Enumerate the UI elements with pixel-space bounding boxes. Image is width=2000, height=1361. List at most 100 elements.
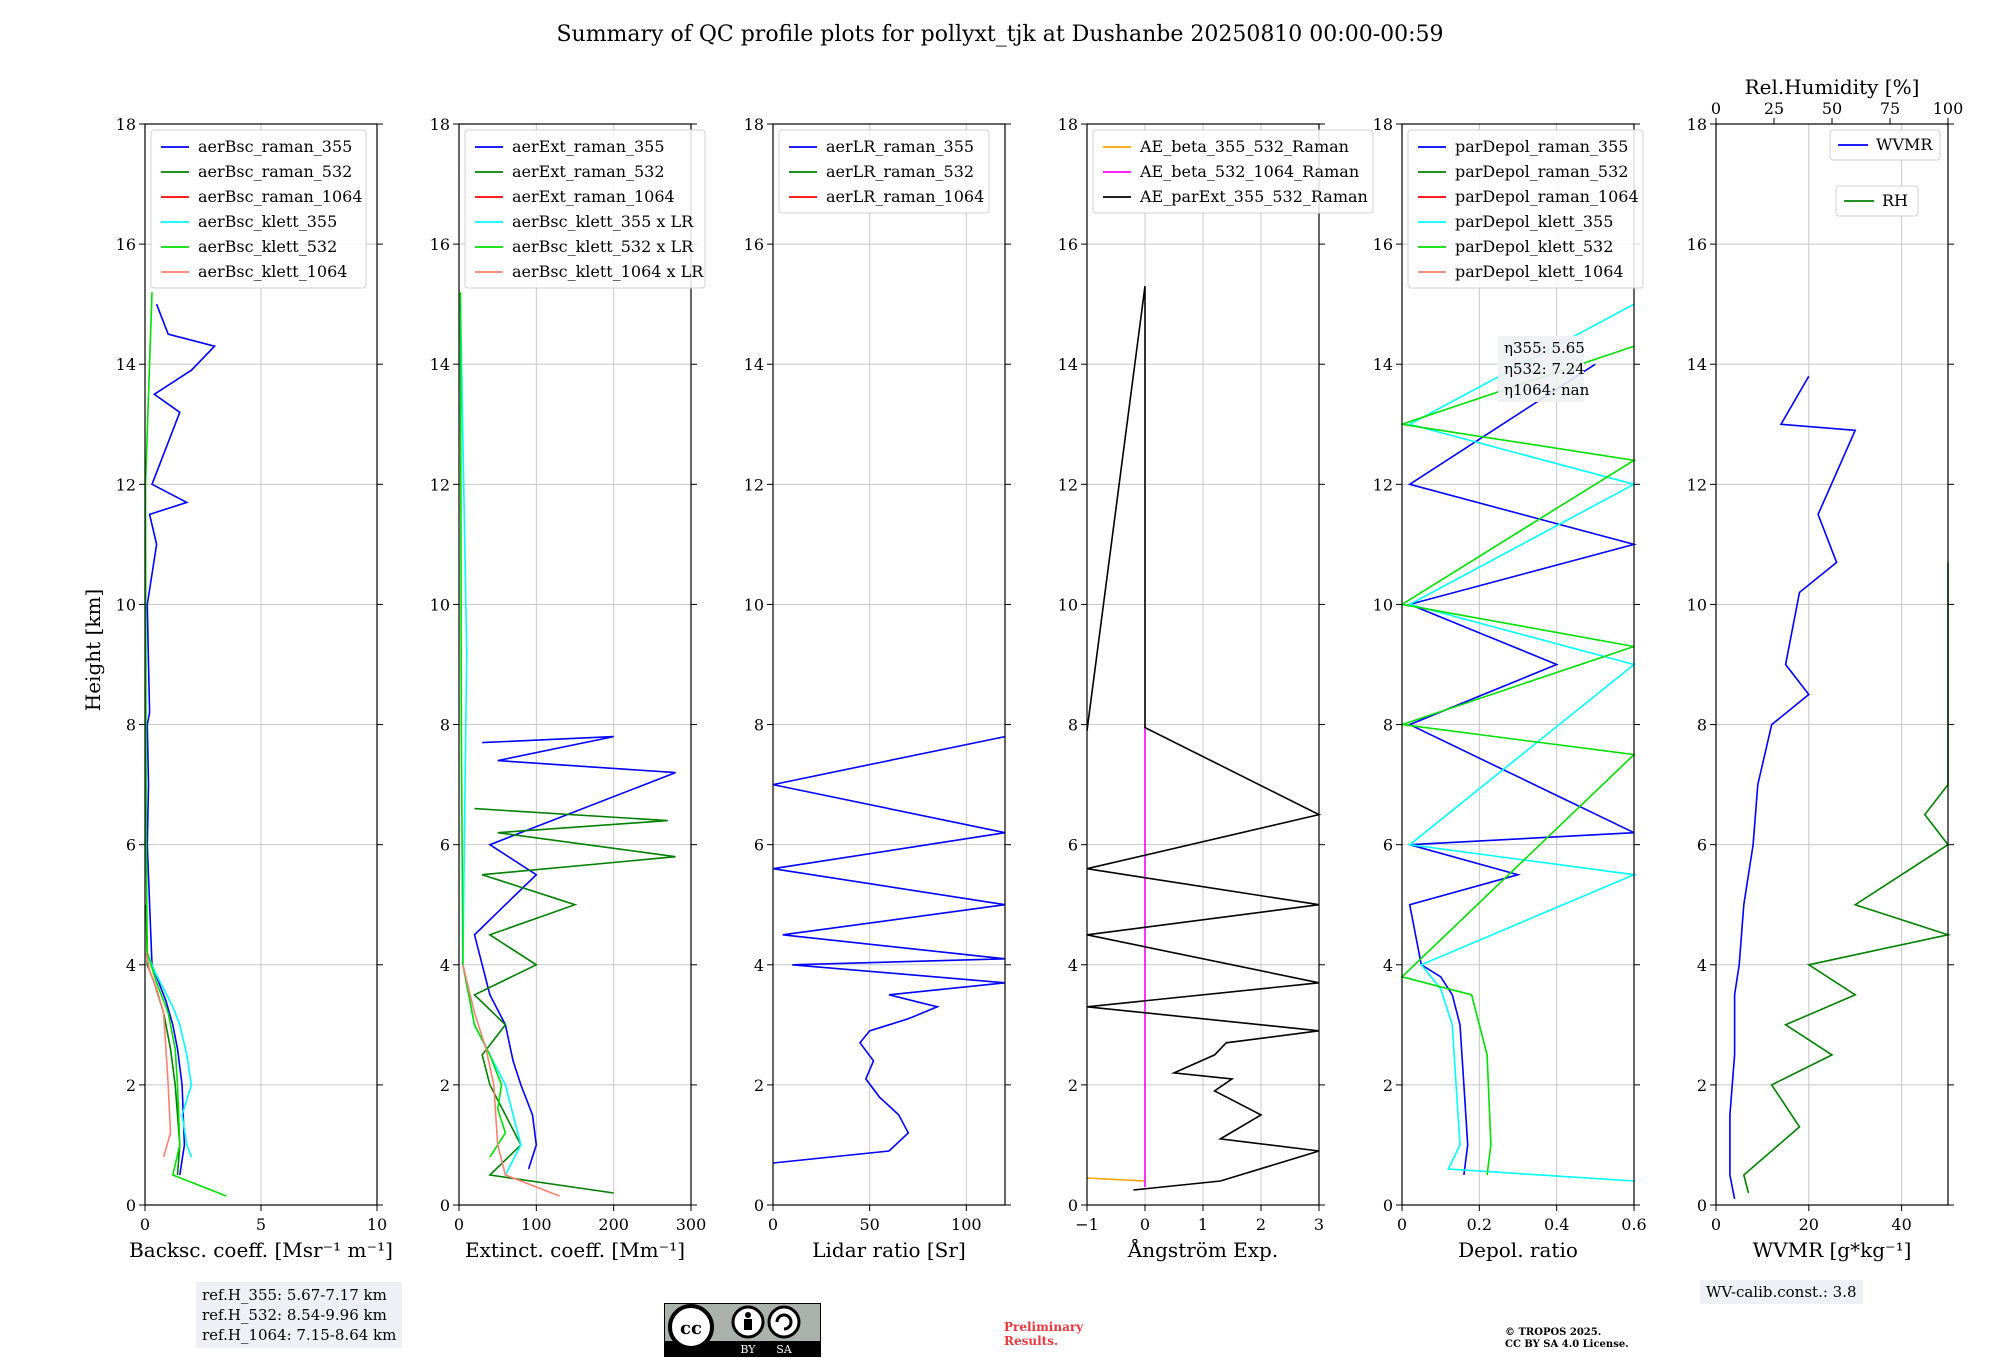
y-tick-label: 12 bbox=[1373, 475, 1393, 494]
x-tick-label: 0 bbox=[1140, 1215, 1150, 1234]
y-tick-label: 14 bbox=[116, 355, 136, 374]
series-line-depol-3 bbox=[1407, 303, 1638, 1182]
preliminary-line-2: Results. bbox=[1004, 1334, 1059, 1348]
eta-box bbox=[1498, 336, 1584, 402]
y-tick-label: 14 bbox=[1058, 355, 1078, 374]
y-tick-label: 2 bbox=[754, 1076, 764, 1095]
legend-label: aerBsc_klett_1064 x LR bbox=[512, 262, 704, 281]
eta-label: η355: 5.65 bbox=[1504, 339, 1585, 357]
legend-label: aerBsc_klett_355 bbox=[198, 212, 337, 231]
x-tick-label: 3 bbox=[1314, 1215, 1324, 1234]
y-tick-label: 8 bbox=[754, 716, 764, 735]
figure-title: Summary of QC profile plots for pollyxt_… bbox=[556, 22, 1444, 47]
series-line-ae-0 bbox=[1086, 1177, 1146, 1182]
x-tick-label: 0 bbox=[768, 1215, 778, 1234]
series-line-ext-4 bbox=[459, 292, 507, 1158]
y-tick-label: 4 bbox=[1697, 956, 1707, 975]
series-line-wv-1 bbox=[1742, 562, 1952, 1194]
x2-tick-label: 25 bbox=[1764, 99, 1784, 118]
x-tick-label: 1 bbox=[1198, 1215, 1208, 1234]
y-tick-label: 18 bbox=[430, 115, 450, 134]
legend-ae: AE_beta_355_532_Raman AE_beta_532_1064_Ra… bbox=[1092, 129, 1374, 214]
x-tick-label: 50 bbox=[859, 1215, 879, 1234]
series-line-wv-0 bbox=[1729, 375, 1857, 1200]
legend-lr: aerLR_raman_355 aerLR_raman_532 aerLR_rama… bbox=[778, 129, 990, 214]
x-tick-label: 20 bbox=[1799, 1215, 1819, 1234]
legend-label: aerBsc_klett_532 x LR bbox=[512, 237, 694, 256]
legend-label: parDepol_klett_355 bbox=[1455, 212, 1613, 231]
y-tick-label: 4 bbox=[440, 956, 450, 975]
axes-frame bbox=[1401, 123, 1635, 1206]
copyright-line-1: © TROPOS 2025. bbox=[1505, 1327, 1602, 1338]
series-line-bsc-0 bbox=[146, 303, 217, 1176]
x-tick-label: 10 bbox=[367, 1215, 387, 1234]
y-tick-label: 4 bbox=[754, 956, 764, 975]
cc-by-label: BY bbox=[740, 1343, 756, 1356]
panel-bsc: 0 2 4 6 8 10 12 14 16 18 0 5 10 Backsc. coeff. [Msr⁻¹… bbox=[116, 115, 393, 1262]
y-tick-label: 18 bbox=[1373, 115, 1393, 134]
y-tick-label: 6 bbox=[440, 836, 450, 855]
legend-label: aerExt_raman_532 bbox=[512, 162, 665, 181]
x-tick-label: 0.2 bbox=[1467, 1215, 1492, 1234]
legend-label: aerBsc_raman_1064 bbox=[198, 187, 363, 206]
x-axis-label-lr: Lidar ratio [Sr] bbox=[812, 1238, 966, 1262]
axes-frame bbox=[458, 123, 692, 1206]
y-tick-label: 0 bbox=[1697, 1196, 1707, 1215]
legend-label: aerLR_raman_1064 bbox=[826, 187, 984, 206]
series-line-ext-1 bbox=[473, 807, 676, 1194]
legend-label: aerBsc_raman_532 bbox=[198, 162, 352, 181]
eta-label: η532: 7.24 bbox=[1504, 360, 1585, 378]
panel-lr: 0 2 4 6 8 10 12 14 16 18 0 50 100 Lidar ratio [Sr] aer… bbox=[744, 115, 1011, 1262]
y-tick-label: 2 bbox=[1697, 1076, 1707, 1095]
series-line-ext-0 bbox=[473, 735, 676, 1170]
x-axis-label-depol: Depol. ratio bbox=[1458, 1238, 1578, 1262]
x-tick-label: 0 bbox=[454, 1215, 464, 1234]
y-tick-label: 2 bbox=[1068, 1076, 1078, 1095]
legend-box bbox=[1092, 129, 1374, 214]
ref-height-532: ref.H_532: 8.54-9.96 km bbox=[202, 1306, 387, 1324]
y-tick-label: 4 bbox=[1383, 956, 1393, 975]
y-tick-label: 12 bbox=[1058, 475, 1078, 494]
legend-label: aerLR_raman_532 bbox=[826, 162, 974, 181]
x-tick-label: 5 bbox=[256, 1215, 266, 1234]
y-tick-label: 8 bbox=[440, 716, 450, 735]
x-tick-label: 0 bbox=[1711, 1215, 1721, 1234]
y-tick-label: 16 bbox=[744, 235, 764, 254]
legend-box bbox=[778, 129, 990, 214]
x-tick-label: 0 bbox=[140, 1215, 150, 1234]
y-axis-label: Height [km] bbox=[81, 589, 105, 711]
legend-box bbox=[464, 129, 706, 289]
legend-label: RH bbox=[1882, 191, 1908, 210]
preliminary-results-note: Preliminary Results. bbox=[1004, 1320, 1083, 1348]
y-tick-label: 10 bbox=[430, 595, 450, 614]
legend-box bbox=[1829, 129, 1941, 161]
y-tick-label: 18 bbox=[1058, 115, 1078, 134]
cc-by-sa-icon: cc BY SA bbox=[663, 1302, 822, 1358]
x2-axis-label: Rel.Humidity [%] bbox=[1745, 75, 1920, 99]
y-tick-label: 8 bbox=[126, 716, 136, 735]
svg-text:cc: cc bbox=[680, 1318, 702, 1339]
series-line-lr-0 bbox=[772, 735, 1006, 1164]
y-tick-label: 8 bbox=[1068, 716, 1078, 735]
series-line-ext-5 bbox=[462, 964, 560, 1197]
eta-label: η1064: nan bbox=[1504, 381, 1590, 399]
x-tick-label: 100 bbox=[951, 1215, 982, 1234]
ref-height-355: ref.H_355: 5.67-7.17 km bbox=[202, 1286, 387, 1304]
legend-box bbox=[1407, 129, 1644, 289]
x-tick-label: −1 bbox=[1075, 1215, 1099, 1234]
y-tick-label: 14 bbox=[744, 355, 764, 374]
y-tick-label: 0 bbox=[126, 1196, 136, 1215]
preliminary-line-1: Preliminary bbox=[1004, 1320, 1084, 1334]
legend-label: WVMR bbox=[1876, 135, 1933, 154]
x2-tick-label: 75 bbox=[1880, 99, 1900, 118]
series-line-bsc-5 bbox=[145, 952, 172, 1158]
y-tick-label: 12 bbox=[430, 475, 450, 494]
y-tick-label: 6 bbox=[754, 836, 764, 855]
x-tick-label: 2 bbox=[1256, 1215, 1266, 1234]
x2-tick-label: 100 bbox=[1933, 99, 1964, 118]
x-axis-label-ae: Ångström Exp. bbox=[1127, 1237, 1278, 1262]
legend-bsc: aerBsc_raman_355 aerBsc_raman_532 aerBsc_r… bbox=[150, 129, 367, 289]
panel-depol: 0 2 4 6 8 10 12 14 16 18 0 0.2 0.4 0.6 Depol. ratio par… bbox=[1373, 115, 1647, 1262]
legend-label: aerBsc_klett_532 bbox=[198, 237, 337, 256]
legend-label: parDepol_raman_532 bbox=[1455, 162, 1628, 181]
